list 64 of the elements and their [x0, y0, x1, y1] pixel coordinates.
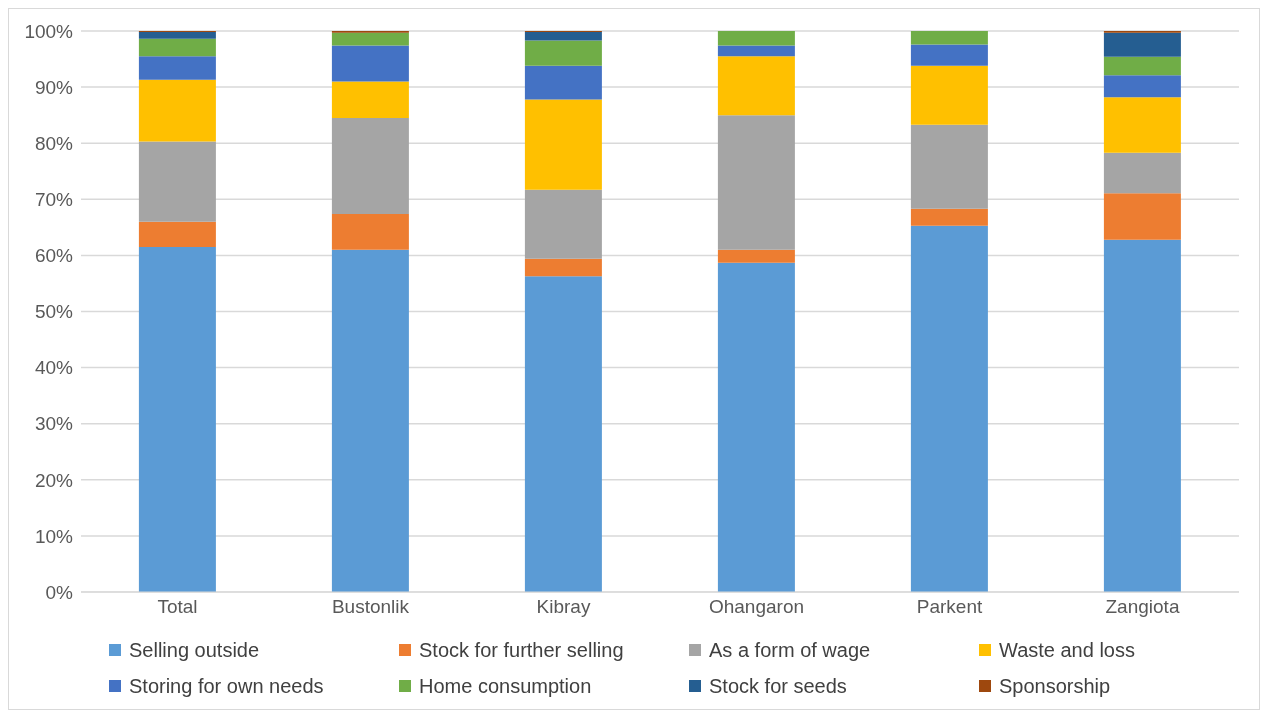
- bar: [910, 44, 988, 66]
- y-tick-label: 40%: [34, 357, 74, 379]
- bar: [717, 262, 795, 592]
- bar: [524, 189, 602, 259]
- bar: [910, 65, 988, 125]
- y-tick-label: 60%: [34, 245, 74, 267]
- x-tick-label: Kibray: [536, 596, 591, 618]
- bar: [910, 208, 988, 226]
- bar: [331, 32, 409, 46]
- bar: [524, 40, 602, 66]
- bar: [524, 276, 602, 592]
- y-tick-label: 0%: [45, 581, 74, 603]
- y-tick-label: 90%: [34, 76, 74, 98]
- bar: [1103, 193, 1181, 240]
- x-tick-label: Ohangaron: [708, 596, 805, 618]
- legend-label: Waste and loss: [999, 638, 1135, 662]
- bar: [717, 45, 795, 57]
- y-tick-label: 80%: [34, 132, 74, 154]
- bar: [331, 45, 409, 82]
- x-tick-label: Parkent: [916, 596, 983, 618]
- y-tick-label: 70%: [34, 189, 74, 211]
- bar: [138, 79, 216, 142]
- bar: [524, 65, 602, 100]
- bar: [524, 99, 602, 190]
- bar: [524, 32, 602, 41]
- x-tick-label: Total: [157, 596, 198, 618]
- bar: [717, 56, 795, 116]
- bar: [138, 38, 216, 57]
- y-tick-label: 100%: [24, 20, 74, 42]
- bar: [1103, 75, 1181, 98]
- bar: [1103, 152, 1181, 194]
- y-tick-label: 10%: [34, 525, 74, 547]
- legend-label: Storing for own needs: [129, 674, 324, 698]
- bar: [138, 56, 216, 80]
- y-tick-label: 30%: [34, 413, 74, 435]
- legend-label: Stock for further selling: [419, 638, 624, 662]
- bar: [138, 32, 216, 39]
- x-tick-label: Zangiota: [1105, 596, 1180, 618]
- bar: [331, 81, 409, 118]
- bar: [331, 249, 409, 592]
- bar: [138, 221, 216, 247]
- legend-label: Home consumption: [419, 674, 592, 698]
- bar: [1103, 239, 1181, 592]
- bar: [1103, 32, 1181, 57]
- legend-label: As a form of wage: [709, 638, 871, 662]
- bar: [138, 141, 216, 222]
- y-tick-label: 50%: [34, 301, 74, 323]
- legend-label: Selling outside: [129, 638, 260, 662]
- bar: [331, 117, 409, 214]
- bar: [717, 31, 795, 46]
- bar: [524, 258, 602, 277]
- bar: [910, 31, 988, 45]
- legend-label: Stock for seeds: [709, 674, 847, 698]
- bar: [1103, 97, 1181, 153]
- bar: [1103, 56, 1181, 76]
- x-tick-label: Bustonlik: [331, 596, 410, 618]
- bar: [717, 249, 795, 263]
- bar: [331, 213, 409, 250]
- legend-label: Sponsorship: [999, 674, 1111, 698]
- bar: [717, 115, 795, 250]
- y-tick-label: 20%: [34, 469, 74, 491]
- bar: [910, 124, 988, 209]
- bar: [910, 225, 988, 592]
- bar: [138, 246, 216, 592]
